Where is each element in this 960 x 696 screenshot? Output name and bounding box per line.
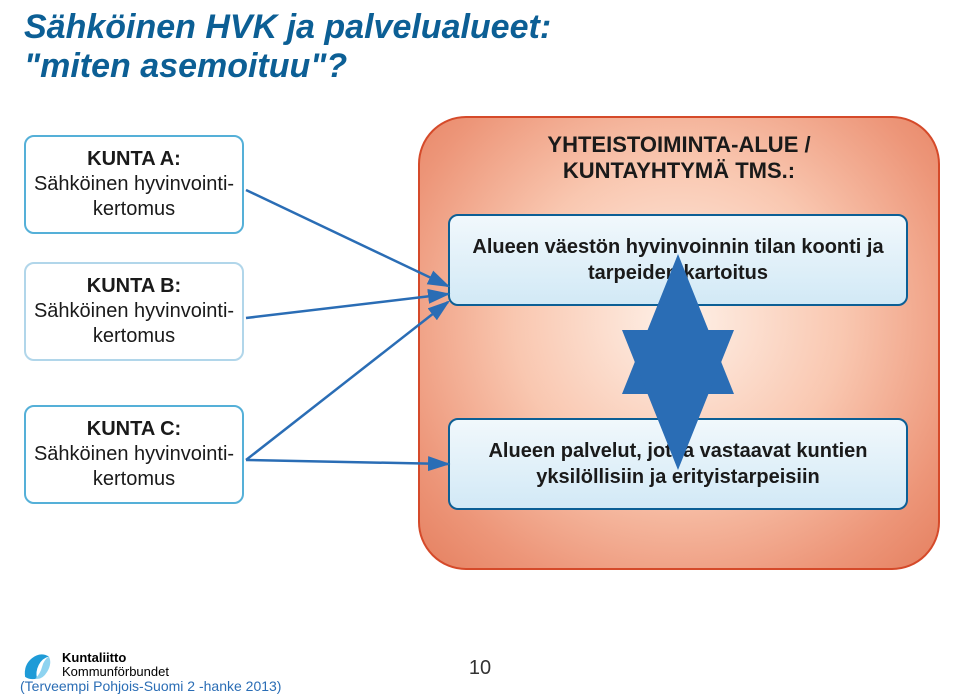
- footer-logo: Kuntaliitto Kommunförbundet: [20, 648, 169, 682]
- kunta-a-box: KUNTA A: Sähköinen hyvinvointi-kertomus: [24, 135, 244, 234]
- source-text: (Terveempi Pohjois-Suomi 2 -hanke 2013): [20, 678, 281, 694]
- slide-title: Sähköinen HVK ja palvelualueet: "miten a…: [24, 8, 551, 86]
- inner-box-bottom: Alueen palvelut, jotka vastaavat kuntien…: [448, 418, 908, 510]
- kunta-b-sub: Sähköinen hyvinvointi-kertomus: [32, 299, 236, 349]
- footer-brand-line2: Kommunförbundet: [62, 664, 169, 679]
- footer-brand-text: Kuntaliitto Kommunförbundet: [62, 651, 169, 678]
- region-heading: YHTEISTOIMINTA-ALUE / KUNTAYHTYMÄ TMS.:: [420, 132, 938, 185]
- kunta-a-label: KUNTA A:: [32, 147, 236, 172]
- page-number: 10: [469, 657, 491, 680]
- kuntaliitto-logo-icon: [20, 648, 54, 682]
- kunta-a-sub: Sähköinen hyvinvointi-kertomus: [32, 172, 236, 222]
- kunta-b-box: KUNTA B: Sähköinen hyvinvointi-kertomus: [24, 262, 244, 361]
- title-line-1: Sähköinen HVK ja palvelualueet:: [24, 8, 551, 46]
- region-heading-line1: YHTEISTOIMINTA-ALUE /: [547, 132, 810, 157]
- kunta-c-label: KUNTA C:: [32, 417, 236, 442]
- title-line-2: "miten asemoituu"?: [24, 47, 347, 85]
- kunta-b-label: KUNTA B:: [32, 274, 236, 299]
- inner-box-top: Alueen väestön hyvinvoinnin tilan koonti…: [448, 214, 908, 306]
- kunta-c-sub: Sähköinen hyvinvointi-kertomus: [32, 442, 236, 492]
- region-heading-line2: KUNTAYHTYMÄ TMS.:: [563, 158, 795, 183]
- region-blob: YHTEISTOIMINTA-ALUE / KUNTAYHTYMÄ TMS.: …: [418, 116, 940, 570]
- kunta-c-box: KUNTA C: Sähköinen hyvinvointi-kertomus: [24, 405, 244, 504]
